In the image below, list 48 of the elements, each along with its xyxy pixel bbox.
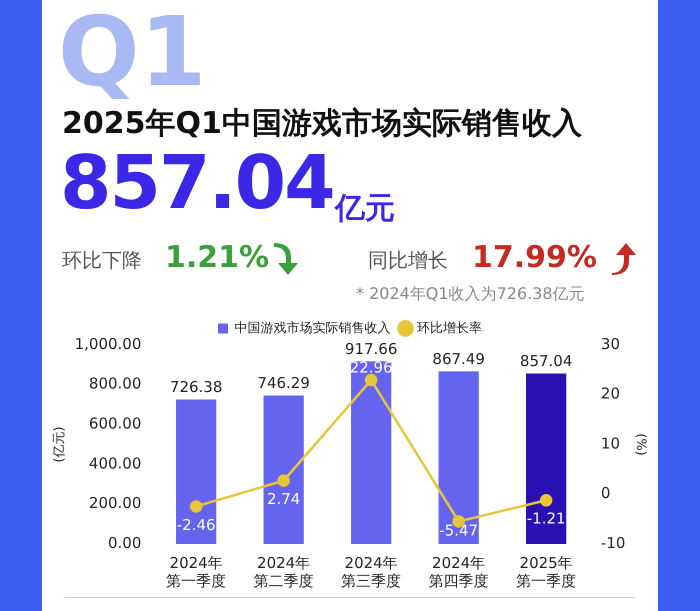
x-tick-label: 2025年第一季度 [516,554,576,590]
legend-label: 环比增长率 [417,320,482,336]
text: 17.99% [472,240,597,275]
text: 同比增长 [368,247,448,274]
y2-axis-title: (%) [632,433,648,456]
data-label: 867.49 [432,350,485,368]
x-tick-label: 2024年第四季度 [428,554,489,590]
point [364,374,378,386]
y-tick-label: 800.00 [88,374,142,393]
data-label: 917.66 [344,340,398,358]
y-tick-label: 1,000.00 [74,334,142,353]
text: 环比下降 [62,247,142,274]
point [277,474,290,487]
y-tick-label: 0.00 [108,534,142,552]
bar [526,373,566,544]
data-label: 726.38 [170,378,222,396]
text: * 2024年Q1收入为726.38亿元 [356,284,585,305]
y2-tick-label: 20 [600,384,620,403]
data-label: 22.96 [350,358,393,376]
data-label: 746.29 [257,374,310,392]
data-label: -5.47 [439,521,478,540]
y2-tick-label: 30 [600,334,620,353]
chart-title: 2025年Q1中国游戏市场实际销售收入 [62,105,582,143]
x-tick-label: 2024年第三季度 [341,554,402,590]
data-label: -1.21 [526,510,566,528]
legend-label: 中国游戏市场实际销售收入 [234,320,390,336]
y2-tick-label: 0 [600,484,610,502]
y-tick-label: 200.00 [88,494,142,512]
text: Q1 [58,0,206,108]
y-tick-label: 400.00 [88,454,142,472]
text: 1.21% [165,240,270,275]
data-label: 2.74 [266,490,300,508]
point [190,500,202,513]
bar [438,371,479,544]
y2-tick-label: -10 [600,534,626,552]
bar [264,395,304,544]
y-axis-title: (亿元) [52,426,68,463]
text: 亿元 [335,191,395,228]
point [540,494,552,507]
y2-tick-label: 10 [600,434,620,452]
text: 857.04 [60,140,334,226]
data-label: -2.46 [176,516,216,534]
x-tick-label: 2024年第二季度 [254,554,314,590]
data-label: 857.04 [520,352,572,370]
bar [176,399,216,544]
bar [351,361,392,544]
x-tick-label: 2024年第一季度 [166,554,226,590]
y-tick-label: 600.00 [88,414,142,432]
